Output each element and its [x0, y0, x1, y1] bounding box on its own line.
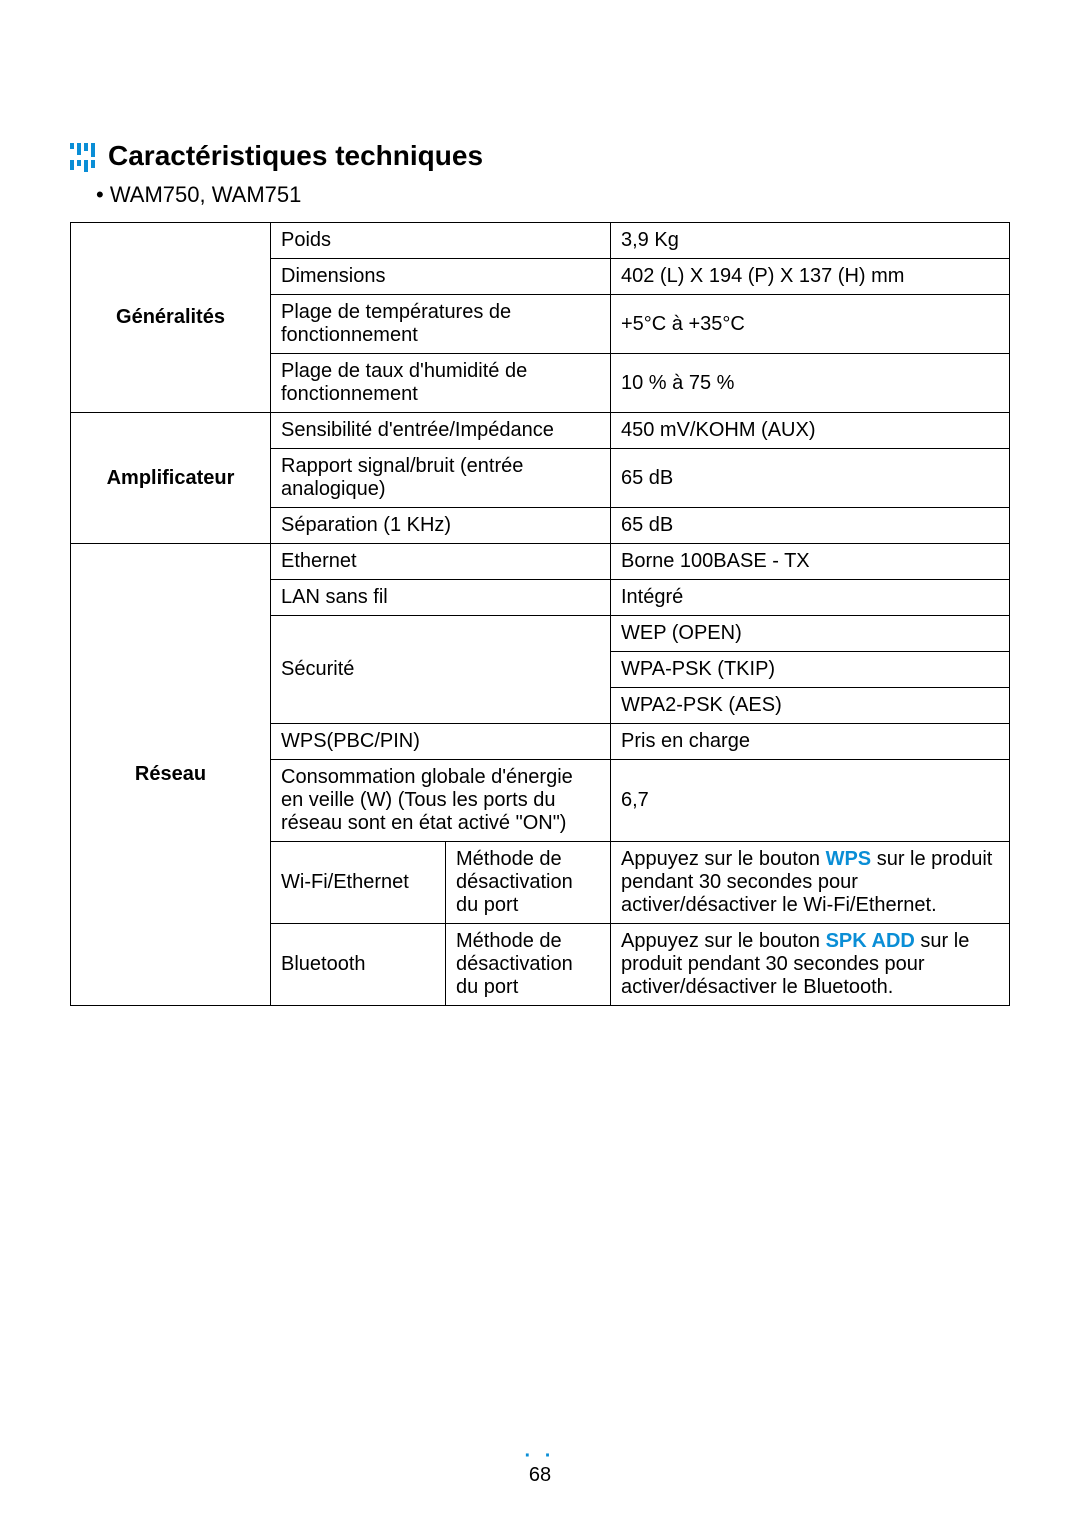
spec-label: Plage de taux d'humidité de fonctionneme…: [271, 354, 611, 413]
spec-label: Dimensions: [271, 259, 611, 295]
category-cell: Généralités: [71, 223, 271, 413]
spec-label: Consommation globale d'énergie en veille…: [271, 760, 611, 842]
spec-value: 65 dB: [611, 508, 1010, 544]
spec-label: Plage de températures de fonctionnement: [271, 295, 611, 354]
spec-value: 10 % à 75 %: [611, 354, 1010, 413]
spec-value: +5°C à +35°C: [611, 295, 1010, 354]
model-list: WAM750, WAM751: [96, 182, 1010, 208]
spec-table: Généralités Poids 3,9 Kg Dimensions 402 …: [70, 222, 1010, 1006]
spec-value: WPA-PSK (TKIP): [611, 652, 1010, 688]
spec-label: WPS(PBC/PIN): [271, 724, 611, 760]
table-row: Généralités Poids 3,9 Kg: [71, 223, 1010, 259]
spec-value: WEP (OPEN): [611, 616, 1010, 652]
spec-label: LAN sans fil: [271, 580, 611, 616]
spec-label: Ethernet: [271, 544, 611, 580]
spec-value: Appuyez sur le bouton SPK ADD sur le pro…: [611, 924, 1010, 1006]
spec-label: Rapport signal/bruit (entrée analogique): [271, 449, 611, 508]
dots-icon: · ·: [0, 1452, 1080, 1460]
category-cell: Réseau: [71, 544, 271, 1006]
spec-value: 3,9 Kg: [611, 223, 1010, 259]
bars-icon: [70, 143, 96, 169]
value-pre: Appuyez sur le bouton: [621, 848, 826, 870]
spec-sublabel: Méthode de désactivation du port: [446, 842, 611, 924]
spec-value: Appuyez sur le bouton WPS sur le produit…: [611, 842, 1010, 924]
spec-value: 65 dB: [611, 449, 1010, 508]
section-heading: Caractéristiques techniques: [108, 140, 483, 172]
spec-sublabel: Méthode de désactivation du port: [446, 924, 611, 1006]
spec-value: Borne 100BASE - TX: [611, 544, 1010, 580]
spec-label: Sécurité: [271, 616, 611, 724]
category-cell: Amplificateur: [71, 413, 271, 544]
page-number-value: 68: [529, 1464, 551, 1486]
spec-value: 402 (L) X 194 (P) X 137 (H) mm: [611, 259, 1010, 295]
spkadd-keyword: SPK ADD: [826, 930, 915, 952]
spec-label: Séparation (1 KHz): [271, 508, 611, 544]
page-number: · · 68: [0, 1452, 1080, 1487]
spec-value: Intégré: [611, 580, 1010, 616]
spec-value: WPA2-PSK (AES): [611, 688, 1010, 724]
wps-keyword: WPS: [826, 848, 872, 870]
section-heading-row: Caractéristiques techniques: [70, 140, 1010, 172]
table-row: Réseau Ethernet Borne 100BASE - TX: [71, 544, 1010, 580]
spec-sublabel: Bluetooth: [271, 924, 446, 1006]
spec-sublabel: Wi-Fi/Ethernet: [271, 842, 446, 924]
spec-value: Pris en charge: [611, 724, 1010, 760]
spec-label: Sensibilité d'entrée/Impédance: [271, 413, 611, 449]
spec-value: 6,7: [611, 760, 1010, 842]
table-row: Amplificateur Sensibilité d'entrée/Impéd…: [71, 413, 1010, 449]
spec-value: 450 mV/KOHM (AUX): [611, 413, 1010, 449]
value-pre: Appuyez sur le bouton: [621, 930, 826, 952]
spec-label: Poids: [271, 223, 611, 259]
